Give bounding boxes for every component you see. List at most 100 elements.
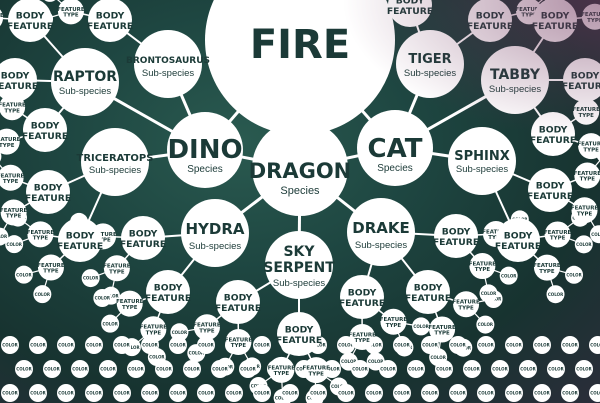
node-color[interactable]: COLOR — [589, 384, 600, 402]
node-tabby[interactable]: TABBY Sub-species — [481, 46, 549, 114]
node-color[interactable]: COLOR — [57, 384, 75, 402]
node-dragon[interactable]: DRAGON Species — [249, 120, 352, 216]
node-drake[interactable]: DRAKE Sub-species — [347, 198, 415, 266]
node-tiger[interactable]: TIGER Sub-species — [396, 30, 464, 98]
node-color[interactable]: COLOR — [71, 360, 89, 378]
node-color[interactable]: COLOR — [127, 360, 145, 378]
node-color[interactable]: COLOR — [365, 384, 383, 402]
node-color[interactable]: COLOR — [309, 384, 327, 402]
node-color[interactable]: COLOR — [351, 360, 369, 378]
node-color[interactable]: COLOR — [565, 265, 584, 284]
node-color[interactable]: COLOR — [239, 360, 257, 378]
node-color[interactable]: COLOR — [435, 360, 453, 378]
node-color[interactable]: COLOR — [0, 148, 2, 166]
node-color[interactable]: COLOR — [169, 384, 187, 402]
node-color[interactable]: COLOR — [519, 360, 537, 378]
node-color[interactable]: COLOR — [412, 317, 431, 336]
node-color[interactable]: COLOR — [393, 384, 411, 402]
node-color[interactable]: COLOR — [491, 360, 509, 378]
node-color[interactable]: COLOR — [499, 266, 518, 285]
node-color[interactable]: COLOR — [253, 384, 271, 402]
node-color[interactable]: COLOR — [421, 336, 439, 354]
node-color[interactable]: COLOR — [183, 360, 201, 378]
node-color[interactable]: COLOR — [589, 225, 600, 244]
node-color[interactable]: COLOR — [449, 336, 467, 354]
node-color[interactable]: COLOR — [407, 360, 425, 378]
node-color[interactable]: COLOR — [547, 360, 565, 378]
node-color[interactable]: COLOR — [93, 288, 112, 307]
node-color[interactable]: COLOR — [85, 384, 103, 402]
node-color[interactable]: COLOR — [1, 336, 19, 354]
node-color[interactable]: COLOR — [1, 384, 19, 402]
node-color[interactable]: COLOR — [41, 0, 59, 2]
node-color[interactable]: COLOR — [561, 384, 579, 402]
node-color[interactable]: COLOR — [211, 360, 229, 378]
node-color[interactable]: COLOR — [113, 384, 131, 402]
node-brontosaurus[interactable]: BRONTOSAURUS Sub-species — [126, 30, 210, 98]
node-color[interactable]: COLOR — [533, 336, 551, 354]
node-color[interactable]: COLOR — [546, 285, 565, 304]
node-sphinx[interactable]: SPHINX Sub-species — [448, 127, 516, 195]
node-color[interactable]: COLOR — [85, 336, 103, 354]
node-color[interactable]: COLOR — [33, 285, 52, 304]
node-color[interactable]: COLOR — [463, 360, 481, 378]
node-hydra[interactable]: HYDRA Sub-species — [181, 199, 249, 267]
node-raptor[interactable]: RAPTOR Sub-species — [51, 48, 119, 116]
node-color[interactable]: COLOR — [225, 384, 243, 402]
node-color[interactable]: COLOR — [575, 360, 593, 378]
node-color[interactable]: COLOR — [155, 360, 173, 378]
node-color[interactable]: COLOR — [81, 269, 100, 288]
node-dino[interactable]: DINO Species — [167, 112, 243, 188]
node-color[interactable]: COLOR — [29, 384, 47, 402]
node-color[interactable]: COLOR — [449, 384, 467, 402]
node-color[interactable]: COLOR — [43, 360, 61, 378]
node-color[interactable]: COLOR — [476, 315, 495, 334]
node-color[interactable]: COLOR — [479, 284, 498, 303]
node-color[interactable]: COLOR — [505, 336, 523, 354]
node-color[interactable]: COLOR — [57, 336, 75, 354]
node-color[interactable]: COLOR — [337, 384, 355, 402]
node-fire[interactable]: FIRE — [205, 0, 395, 135]
node-color[interactable]: COLOR — [281, 384, 299, 402]
node-color[interactable]: COLOR — [421, 384, 439, 402]
node-color[interactable]: COLOR — [169, 336, 187, 354]
node-color[interactable]: COLOR — [561, 336, 579, 354]
node-color[interactable]: COLOR — [5, 235, 24, 254]
node-color[interactable]: COLOR — [141, 384, 159, 402]
node-color[interactable]: COLOR — [113, 336, 131, 354]
